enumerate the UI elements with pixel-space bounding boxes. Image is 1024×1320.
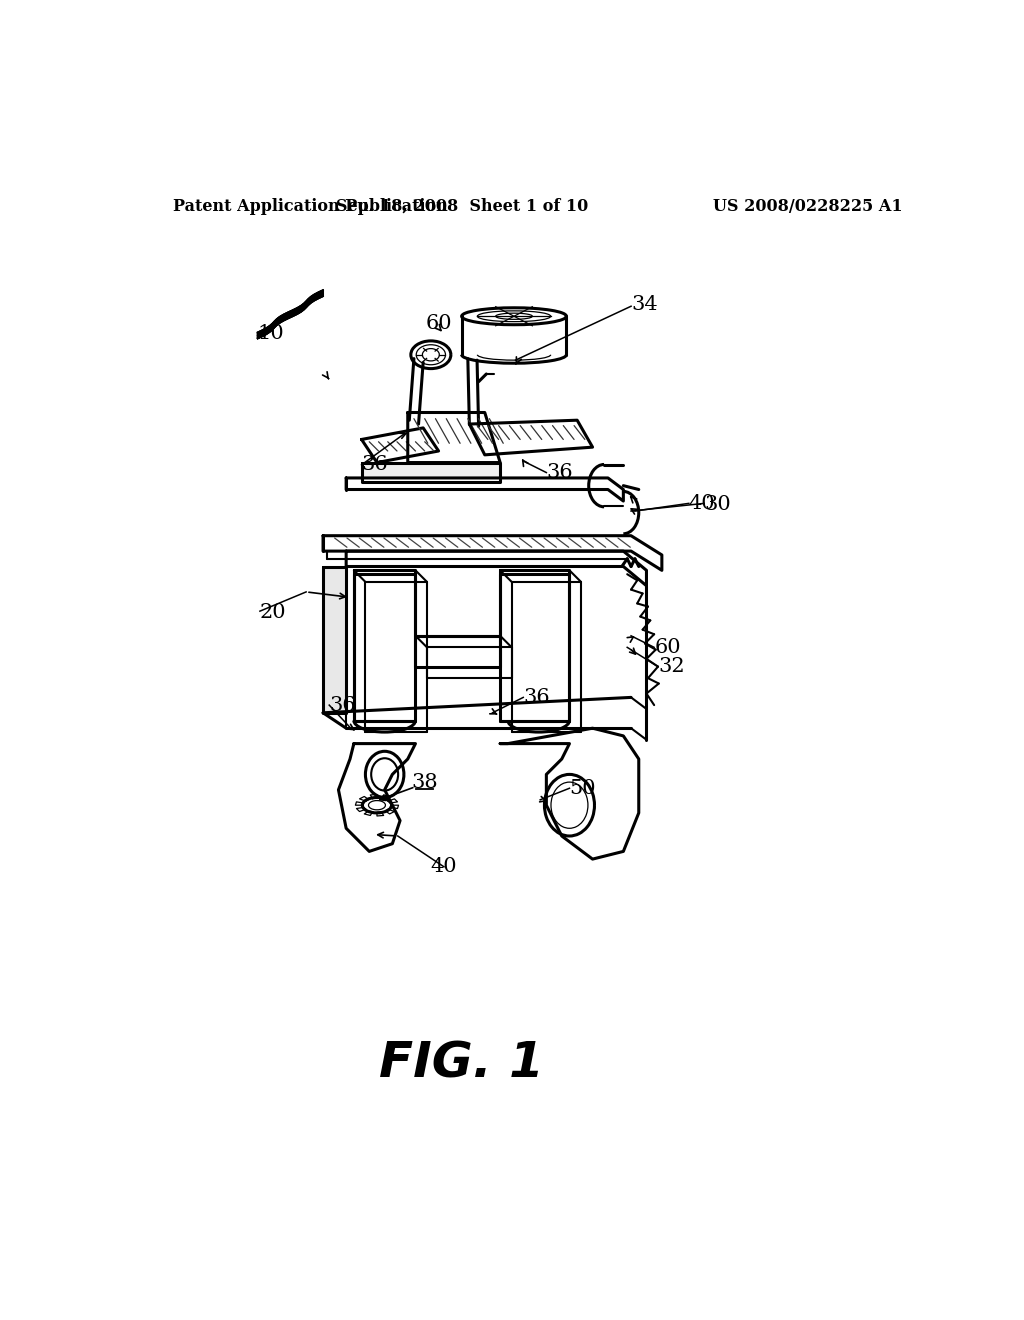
Polygon shape (416, 636, 500, 667)
Polygon shape (339, 743, 416, 851)
Polygon shape (361, 462, 500, 482)
Text: 60: 60 (425, 314, 452, 334)
Text: Patent Application Publication: Patent Application Publication (173, 198, 447, 215)
Polygon shape (346, 478, 624, 502)
Text: 50: 50 (569, 779, 596, 797)
Polygon shape (469, 420, 593, 455)
Text: 36: 36 (330, 696, 356, 714)
Text: US 2008/0228225 A1: US 2008/0228225 A1 (714, 198, 903, 215)
Text: 36: 36 (547, 463, 573, 482)
Text: 10: 10 (258, 325, 285, 343)
Polygon shape (323, 566, 346, 713)
Text: 36: 36 (523, 688, 550, 708)
Text: 60: 60 (654, 638, 681, 657)
Polygon shape (408, 412, 500, 462)
Polygon shape (500, 570, 569, 721)
Text: 38: 38 (412, 772, 438, 792)
Text: 30: 30 (705, 495, 731, 515)
Polygon shape (323, 536, 662, 570)
Text: 40: 40 (431, 857, 458, 876)
Text: FIG. 1: FIG. 1 (379, 1039, 544, 1088)
Text: Sep. 18, 2008  Sheet 1 of 10: Sep. 18, 2008 Sheet 1 of 10 (336, 198, 588, 215)
Polygon shape (361, 428, 438, 462)
Polygon shape (346, 552, 646, 586)
Polygon shape (354, 570, 416, 721)
Text: 34: 34 (631, 296, 657, 314)
Text: 36: 36 (361, 455, 388, 474)
Polygon shape (500, 729, 639, 859)
Text: 20: 20 (260, 603, 287, 622)
Text: 32: 32 (658, 657, 685, 676)
Text: 40: 40 (689, 494, 716, 513)
